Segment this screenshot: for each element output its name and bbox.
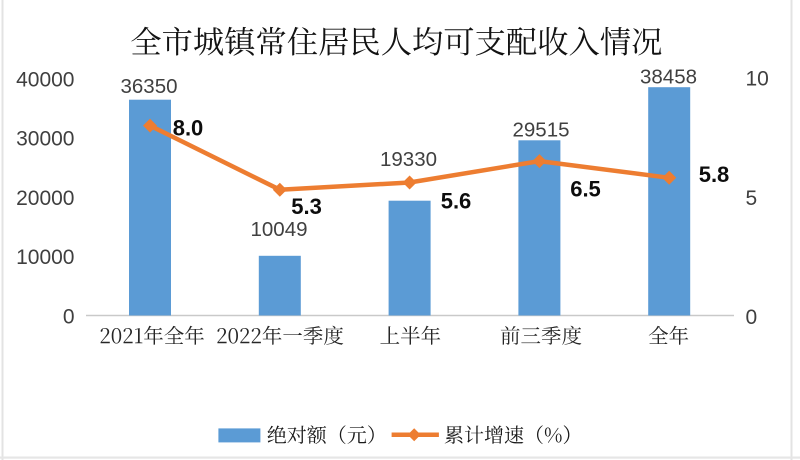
svg-text:29515: 29515 bbox=[512, 119, 569, 142]
svg-text:10049: 10049 bbox=[250, 218, 307, 241]
svg-text:5.6: 5.6 bbox=[441, 189, 472, 214]
svg-text:5.8: 5.8 bbox=[699, 162, 730, 187]
svg-text:19330: 19330 bbox=[380, 148, 437, 171]
svg-text:10000: 10000 bbox=[16, 246, 74, 269]
svg-text:6.5: 6.5 bbox=[570, 177, 601, 202]
svg-text:38458: 38458 bbox=[640, 66, 697, 89]
svg-text:36350: 36350 bbox=[120, 75, 177, 98]
svg-text:40000: 40000 bbox=[16, 68, 74, 91]
svg-text:8.0: 8.0 bbox=[173, 116, 204, 141]
svg-text:0: 0 bbox=[63, 305, 75, 328]
svg-text:20000: 20000 bbox=[16, 187, 74, 210]
svg-text:0: 0 bbox=[746, 306, 758, 329]
svg-text:30000: 30000 bbox=[16, 128, 74, 151]
svg-text:5: 5 bbox=[746, 187, 758, 210]
svg-text:10: 10 bbox=[746, 67, 769, 90]
svg-text:5.3: 5.3 bbox=[291, 194, 322, 219]
